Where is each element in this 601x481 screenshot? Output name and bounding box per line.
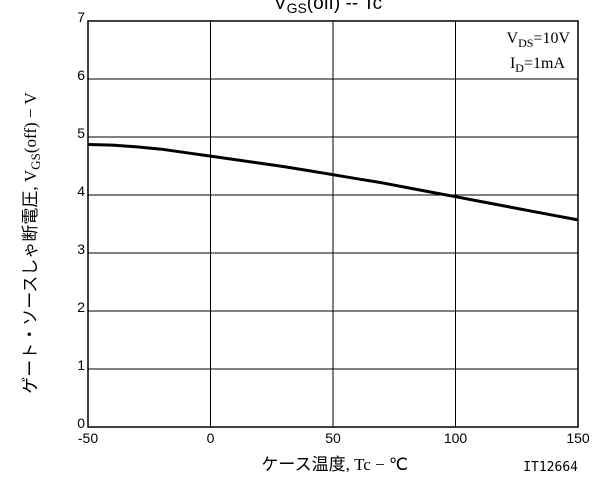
condition-id: ID=1mA <box>510 55 565 75</box>
plot-frame <box>87 20 579 428</box>
y-tick-label: 3 <box>77 241 85 257</box>
figure-id: IT12664 <box>523 460 578 475</box>
y-axis-label: ゲート・ソースしゃ断電圧, VGS(off) − V <box>21 92 43 394</box>
x-tick-labels: -50 0 50 100 150 <box>78 430 590 446</box>
grid-lines <box>87 20 579 428</box>
series-line <box>87 143 579 222</box>
condition-vds: VDS=10V <box>507 30 571 50</box>
x-tick-label: -50 <box>78 430 98 446</box>
x-tick-label: 0 <box>207 430 215 446</box>
y-tick-label: 2 <box>77 299 85 315</box>
y-tick-label: 7 <box>77 9 85 25</box>
series-group <box>87 143 579 222</box>
x-tick-label: 50 <box>325 430 341 446</box>
y-tick-label: 1 <box>77 357 85 373</box>
conditions-box: VDS=10V ID=1mA <box>507 30 571 75</box>
y-tick-labels: 0 1 2 3 4 5 6 7 <box>77 9 85 431</box>
chart-title: VGS(off) -- Tc <box>274 0 382 16</box>
y-tick-label: 5 <box>77 125 85 141</box>
y-tick-label: 4 <box>77 183 85 199</box>
y-tick-label: 0 <box>77 415 85 431</box>
x-tick-label: 100 <box>444 430 468 446</box>
x-tick-label: 150 <box>566 430 590 446</box>
x-axis-label: ケース温度, Tc − ℃ <box>261 455 408 474</box>
y-tick-label: 6 <box>77 67 85 83</box>
